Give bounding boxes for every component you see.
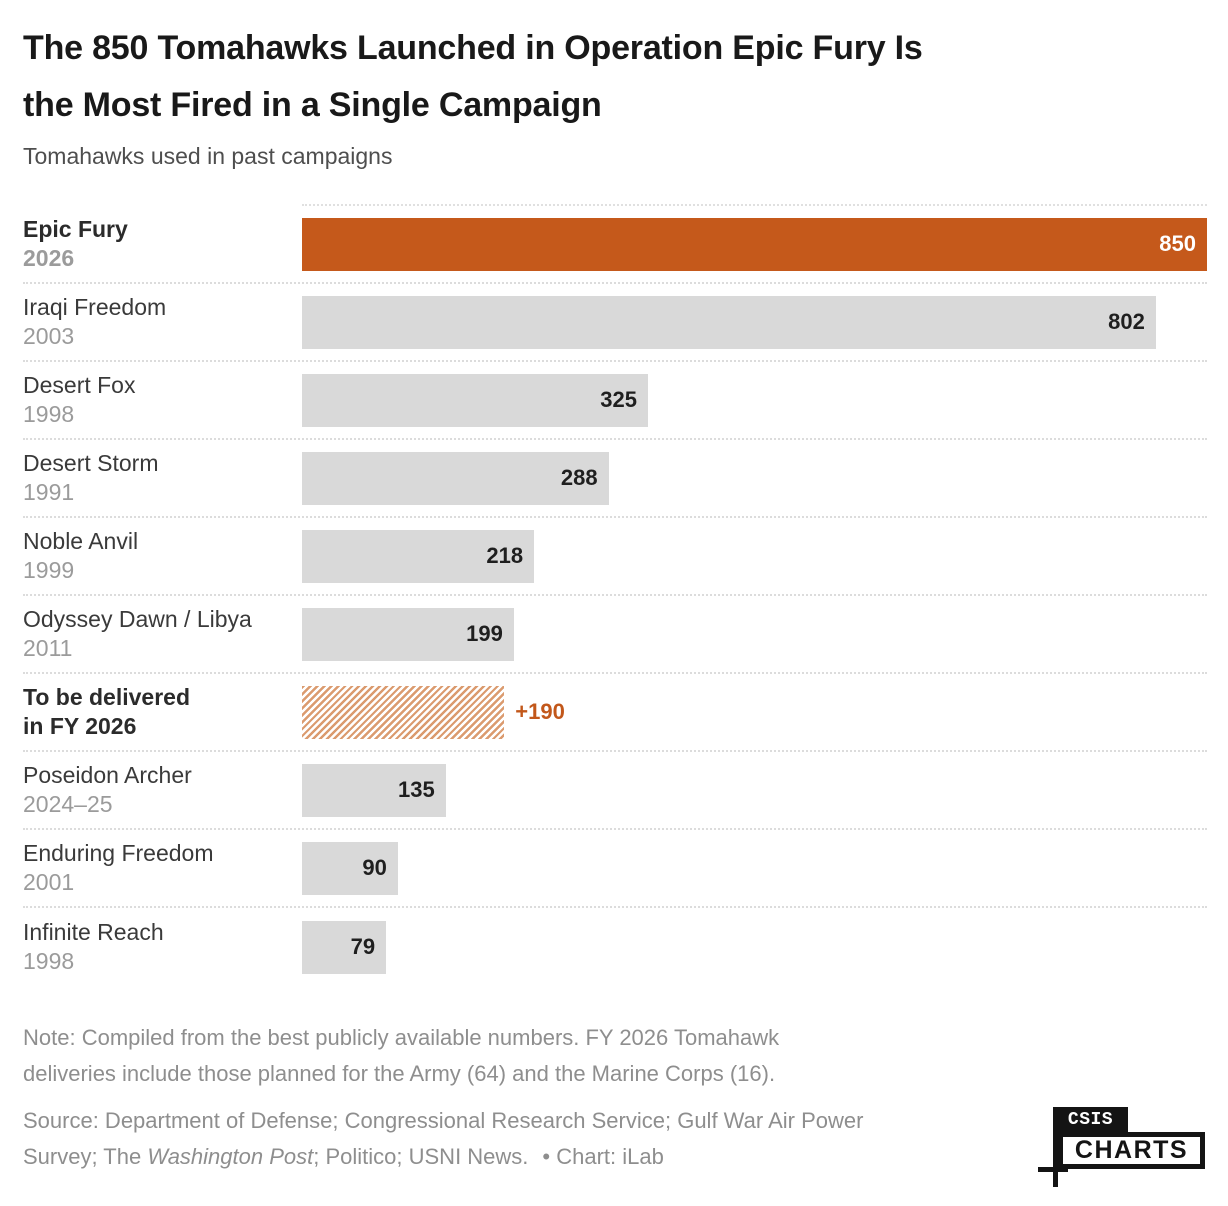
row-value: 90 — [362, 855, 387, 880]
row-value: 288 — [560, 465, 598, 490]
row-bar: 135 — [302, 763, 446, 817]
footer: Note: Compiled from the best publicly av… — [23, 1020, 1207, 1175]
row-value: 199 — [466, 621, 503, 646]
row-labels: Odyssey Dawn / Libya 2011 — [23, 605, 302, 663]
chart-row: Odyssey Dawn / Libya 2011 199 — [23, 596, 1207, 674]
row-bar: 850 — [302, 217, 1207, 271]
logo-charts-box: CHARTS — [1058, 1132, 1205, 1169]
row-sublabel: 1991 — [23, 479, 75, 505]
row-sublabel: 2024–25 — [23, 791, 113, 817]
row-bar: 288 — [302, 451, 609, 505]
row-sublabel: 1998 — [23, 401, 75, 427]
row-label: Poseidon Archer — [23, 762, 192, 788]
row-labels: Iraqi Freedom 2003 — [23, 293, 302, 351]
bar-chart: Epic Fury 2026 850 Iraqi Freedom 2003 80… — [23, 204, 1207, 986]
row-labels: Noble Anvil 1999 — [23, 527, 302, 585]
row-bar: 199 — [302, 607, 514, 661]
row-sublabel: 2001 — [23, 869, 75, 895]
row-sublabel: 1999 — [23, 557, 75, 583]
source-line-2-pre: Survey; The — [23, 1144, 148, 1169]
source-line-1: Source: Department of Defense; Congressi… — [23, 1108, 864, 1133]
source-line-2: Survey; The Washington Post; Politico; U… — [23, 1139, 1038, 1175]
chart-credit: • Chart: iLab — [542, 1144, 664, 1169]
row-label: Desert Storm — [23, 450, 159, 476]
csis-charts-logo: CSIS CHARTS — [1038, 1105, 1206, 1191]
row-label: Iraqi Freedom — [23, 294, 167, 320]
note-line-2: deliveries include those planned for the… — [23, 1061, 776, 1086]
chart-subtitle: Tomahawks used in past campaigns — [23, 143, 393, 169]
row-labels: To be delivered in FY 2026 — [23, 683, 302, 741]
row-labels: Epic Fury 2026 — [23, 215, 302, 273]
chart-row: Enduring Freedom 2001 90 — [23, 830, 1207, 908]
row-labels: Poseidon Archer 2024–25 — [23, 761, 302, 819]
row-value: 135 — [398, 777, 435, 802]
row-value: 325 — [600, 387, 638, 412]
row-label: Epic Fury — [23, 216, 128, 242]
row-bar: 218 — [302, 529, 535, 583]
chart-row: Iraqi Freedom 2003 802 — [23, 284, 1207, 362]
row-labels: Desert Fox 1998 — [23, 371, 302, 429]
chart-row: Noble Anvil 1999 218 — [23, 518, 1207, 596]
row-value: 79 — [350, 934, 376, 959]
chart-row: Desert Fox 1998 325 — [23, 362, 1207, 440]
row-bar-area: +190 — [302, 685, 1207, 739]
row-value: 218 — [486, 543, 524, 568]
row-labels: Infinite Reach 1998 — [23, 918, 302, 976]
logo-csis-box: CSIS — [1053, 1107, 1128, 1132]
page-title: The 850 Tomahawks Launched in Operation … — [23, 20, 1207, 134]
title-line-1: The 850 Tomahawks Launched in Operation … — [23, 29, 923, 67]
row-sublabel: 2011 — [23, 635, 73, 661]
row-bar: 90 — [302, 841, 398, 895]
content: The 850 Tomahawks Launched in Operation … — [23, 20, 1207, 1175]
title-line-2: the Most Fired in a Single Campaign — [23, 86, 602, 124]
note-text: Note: Compiled from the best publicly av… — [23, 1020, 1038, 1092]
row-bar: 325 — [302, 373, 649, 427]
chart-row: Infinite Reach 1998 79 — [23, 908, 1207, 986]
source-line-2-post: ; Politico; USNI News. — [313, 1144, 529, 1169]
chart-rows: Epic Fury 2026 850 Iraqi Freedom 2003 80… — [23, 206, 1207, 986]
row-bar-area: 90 — [302, 841, 1207, 895]
row-sublabel: 1998 — [23, 948, 75, 974]
chart-top-rule — [302, 204, 1207, 206]
row-label: Infinite Reach — [23, 919, 164, 945]
source-publication: Washington Post — [147, 1144, 314, 1169]
row-bar: 79 — [302, 920, 387, 974]
row-bar — [302, 685, 505, 739]
row-value: 802 — [1108, 309, 1145, 334]
row-label: Odyssey Dawn / Libya — [23, 606, 252, 632]
chart-row: To be delivered in FY 2026 +190 — [23, 674, 1207, 752]
row-bar-area: 135 — [302, 763, 1207, 817]
row-label: To be delivered — [23, 684, 191, 710]
row-bar-area: 218 — [302, 529, 1207, 583]
chart-row: Epic Fury 2026 850 — [23, 206, 1207, 284]
row-label: Desert Fox — [23, 372, 136, 398]
row-bar-area: 802 — [302, 295, 1207, 349]
chart-row: Desert Storm 1991 288 — [23, 440, 1207, 518]
row-sublabel: 2003 — [23, 323, 75, 349]
row-sublabel: in FY 2026 — [23, 713, 137, 739]
row-bar-area: 79 — [302, 920, 1207, 974]
row-value: 850 — [1159, 231, 1196, 256]
row-sublabel: 2026 — [23, 245, 75, 271]
row-bar-area: 325 — [302, 373, 1207, 427]
row-bar-area: 288 — [302, 451, 1207, 505]
chart-row: Poseidon Archer 2024–25 135 — [23, 752, 1207, 830]
row-labels: Desert Storm 1991 — [23, 449, 302, 507]
note-line-1: Note: Compiled from the best publicly av… — [23, 1025, 780, 1050]
source-text: Source: Department of Defense; Congressi… — [23, 1103, 1038, 1175]
row-value: +190 — [515, 699, 565, 724]
row-labels: Enduring Freedom 2001 — [23, 839, 302, 897]
row-bar-area: 850 — [302, 217, 1207, 271]
row-bar: 802 — [302, 295, 1156, 349]
row-label: Enduring Freedom — [23, 840, 214, 866]
row-label: Noble Anvil — [23, 528, 139, 554]
row-bar-area: 199 — [302, 607, 1207, 661]
logo-pole — [1053, 1107, 1058, 1187]
